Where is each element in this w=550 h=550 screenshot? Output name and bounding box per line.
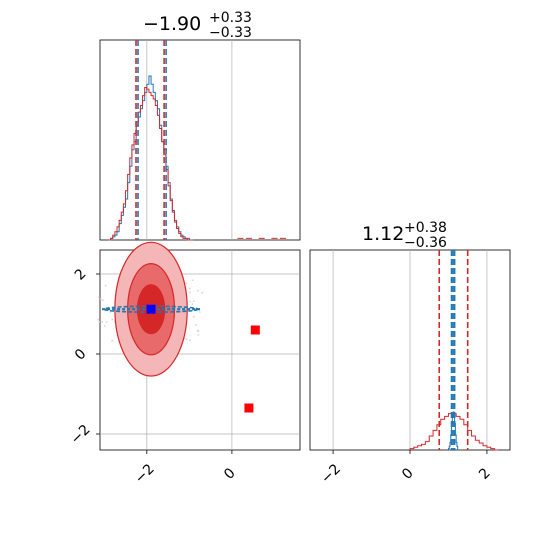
scatter-point (191, 303, 194, 305)
ticks: −2 0 2 (318, 450, 494, 487)
grid (332, 250, 488, 450)
scatter-point (197, 334, 200, 336)
scatter-point (197, 330, 200, 333)
blue-marker (146, 304, 156, 314)
scatter-point (104, 284, 107, 287)
panel-param2-hist: −2 0 2 1.12 +0.38 −0.36 (309, 220, 511, 487)
red-histogram (108, 86, 194, 241)
y-tick-label: 0 (72, 346, 90, 364)
scatter-point (189, 291, 191, 294)
scatter-point (183, 337, 186, 340)
title-main: 1.12 (362, 223, 404, 245)
scatter-point (102, 299, 104, 301)
scatter-point (195, 324, 197, 326)
scatter-point (185, 273, 187, 275)
scatter-point (105, 321, 108, 323)
scatter-point (197, 329, 199, 332)
scatter-point (192, 300, 195, 302)
scatter-point (189, 300, 191, 303)
scatter-point (185, 282, 188, 284)
title-plus: +0.38 (404, 220, 447, 236)
scatter-point (188, 287, 191, 290)
scatter-point (97, 318, 99, 321)
scatter-point (101, 321, 103, 323)
grid (146, 40, 233, 240)
panel-frame (99, 39, 301, 241)
quantile-lines (438, 250, 469, 450)
panel-frame (99, 249, 301, 451)
red-marker (244, 403, 254, 413)
x-tick-label: −2 (318, 461, 344, 487)
x-tick-label: 0 (221, 465, 239, 483)
title: −1.90 +0.33 −0.33 (143, 10, 252, 41)
scatter-point (185, 338, 188, 341)
x-tick-label: −2 (132, 461, 158, 487)
scatter-point (100, 298, 102, 300)
scatter-point (197, 289, 199, 292)
panel-joint: −2 0 −2 0 2 (68, 241, 301, 487)
red-marker (250, 325, 260, 335)
scatter-point (111, 339, 113, 342)
scatter-point (98, 321, 101, 323)
title: 1.12 +0.38 −0.36 (362, 220, 447, 251)
scatter-point (201, 291, 204, 294)
y-tick-label: −2 (68, 422, 94, 448)
panel-param1-hist: −1.90 +0.33 −0.33 (99, 10, 301, 241)
x-tick-label: 0 (399, 465, 417, 483)
title-minus: −0.33 (209, 25, 252, 41)
title-main: −1.90 (143, 13, 201, 35)
histogram (108, 75, 286, 241)
scatter-point (111, 318, 113, 321)
title-minus: −0.36 (404, 235, 447, 251)
title-plus: +0.33 (209, 10, 252, 26)
scatter-point (98, 296, 100, 298)
scatter-point (189, 339, 191, 342)
scatter-point (104, 325, 106, 327)
scatter-point (199, 311, 201, 313)
x-tick-label: 2 (476, 465, 494, 483)
scatter-point (191, 279, 194, 281)
y-tick-label: 2 (72, 266, 90, 284)
scatter-point (109, 311, 112, 313)
joint-content (97, 241, 260, 413)
scatter-point (193, 315, 195, 318)
quantile-lines (135, 40, 167, 240)
